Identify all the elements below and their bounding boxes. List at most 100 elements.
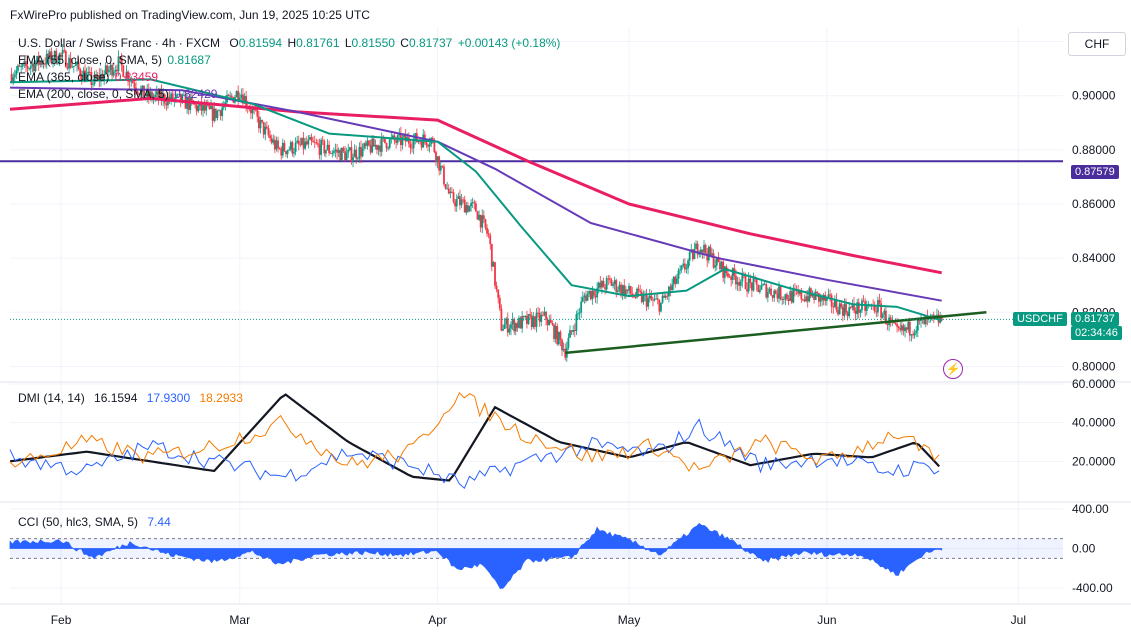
ohlc-change: +0.00143 (+0.18%) (457, 36, 561, 50)
candle-body (100, 74, 102, 81)
candle-body (481, 215, 484, 228)
candle-body (680, 265, 683, 270)
lightning-icon[interactable]: ⚡ (943, 359, 963, 379)
candle-body (203, 104, 206, 111)
candle-body (436, 156, 439, 162)
candle-body (127, 71, 129, 82)
cci-legend[interactable]: CCI (50, hlc3, SMA, 5) 7.44 (18, 515, 173, 529)
candle-body (380, 137, 383, 152)
dmi-value-2: 17.9300 (146, 391, 191, 405)
candle-body (473, 202, 476, 204)
candle-body (350, 147, 353, 162)
candle-body (803, 299, 806, 302)
candle-body (257, 116, 260, 129)
candle-body (604, 287, 607, 290)
candle-body (626, 289, 629, 291)
candle-body (502, 329, 504, 331)
candle-body (358, 146, 361, 159)
candle-body (200, 101, 203, 111)
dmi-adx-line (9, 393, 941, 482)
candle-body (589, 290, 592, 300)
candle-body (640, 292, 643, 303)
candle-body (650, 295, 653, 300)
candle-body (120, 57, 123, 66)
candle-body (787, 298, 790, 301)
ema200-legend[interactable]: EMA (200, close, 0, SMA, 5) 0.82429 (18, 87, 219, 101)
candle-body (61, 50, 64, 54)
candle-body (577, 313, 579, 315)
candle-body (321, 139, 324, 141)
candle-body (53, 50, 56, 61)
candle-body (447, 188, 450, 194)
candle-body (588, 290, 591, 294)
dmi-legend[interactable]: DMI (14, 14) 16.1594 17.9300 18.2933 (18, 391, 245, 405)
candle-body (671, 284, 674, 291)
candle-body (707, 246, 710, 261)
candle-body (557, 331, 560, 345)
candle-body (218, 110, 220, 112)
candle-body (695, 243, 697, 249)
candle-body (907, 321, 910, 330)
candle-body (789, 291, 792, 301)
candle-body (87, 71, 90, 74)
candle-body (108, 69, 110, 73)
x-tick-label: Jun (817, 613, 836, 627)
candle-body (537, 312, 539, 314)
candle-body (451, 191, 453, 193)
candle-body (663, 295, 666, 298)
candle-body (497, 289, 500, 298)
candle-body (119, 56, 121, 58)
candle-body (620, 284, 622, 295)
candle-body (178, 93, 181, 95)
candle-body (229, 95, 232, 97)
candle-body (58, 53, 61, 63)
candle-body (265, 126, 268, 129)
candle-body (353, 149, 356, 158)
candle-body (52, 60, 54, 63)
candle-body (920, 319, 922, 321)
candle-body (581, 297, 584, 302)
candle-body (462, 199, 465, 201)
candle-body (639, 290, 642, 293)
candle-body (289, 142, 292, 150)
candle-body (682, 263, 685, 266)
candle-body (904, 327, 906, 332)
candle-body (468, 206, 471, 212)
candle-body (883, 310, 886, 315)
candle-body (602, 280, 605, 288)
cci-pane (9, 522, 1063, 589)
candle-body (699, 249, 702, 253)
candle-body (171, 93, 174, 101)
ema55-legend[interactable]: EMA (55, close, 0, SMA, 5) 0.81687 (18, 53, 213, 67)
candle-body (168, 96, 171, 101)
x-tick-label: May (618, 613, 641, 627)
candle-body (817, 293, 820, 302)
candle-body (45, 53, 48, 65)
candle-body (864, 301, 867, 311)
symbol-header[interactable]: U.S. Dollar / Swiss Franc · 4h · FXCM O0… (18, 36, 562, 50)
currency-button[interactable]: CHF (1068, 32, 1126, 56)
candle-body (476, 211, 479, 220)
candle-body (37, 56, 40, 65)
candle-body (433, 140, 436, 153)
candle-body (213, 108, 216, 121)
candle-body (143, 85, 145, 99)
candle-body (103, 73, 106, 80)
candle-body (313, 142, 316, 144)
candle-body (256, 109, 259, 117)
candle-body (401, 137, 404, 146)
candle-body (613, 280, 616, 285)
candle-body (115, 69, 118, 72)
candle-body (47, 53, 50, 59)
candle-body (425, 140, 428, 146)
candle-body (596, 288, 599, 298)
candle-body (325, 150, 327, 154)
candle-body (656, 298, 659, 300)
candle-body (701, 249, 704, 253)
ema365-line (9, 96, 942, 275)
candle-body (500, 308, 503, 331)
candle-body (403, 134, 405, 138)
ema365-legend[interactable]: EMA (365, close) 0.83459 (18, 70, 160, 84)
candle-body (275, 140, 278, 150)
